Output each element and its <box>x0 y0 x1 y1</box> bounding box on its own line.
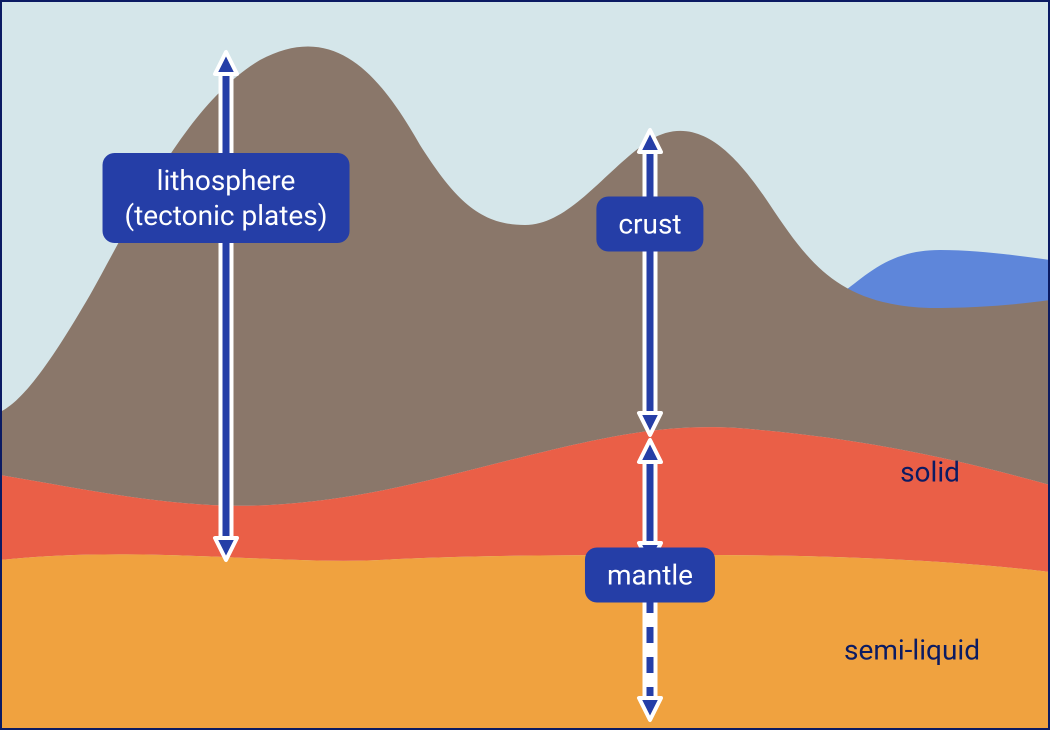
semi-liquid-text: semi-liquid <box>844 634 980 667</box>
mantle-label: mantle <box>585 548 715 603</box>
earth-layers-diagram: lithosphere (tectonic plates) crust mant… <box>0 0 1050 730</box>
crust-label: crust <box>596 197 703 252</box>
solid-text: solid <box>900 456 960 489</box>
diagram-svg <box>0 0 1050 730</box>
lithosphere-label: lithosphere (tectonic plates) <box>103 153 350 243</box>
